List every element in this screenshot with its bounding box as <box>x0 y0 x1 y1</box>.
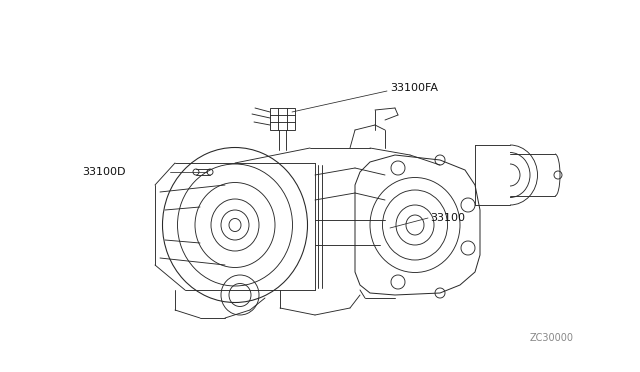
Text: 33100D: 33100D <box>82 167 125 177</box>
Text: ZC30000: ZC30000 <box>530 333 574 343</box>
Text: 33100: 33100 <box>430 213 465 223</box>
Text: 33100FA: 33100FA <box>390 83 438 93</box>
